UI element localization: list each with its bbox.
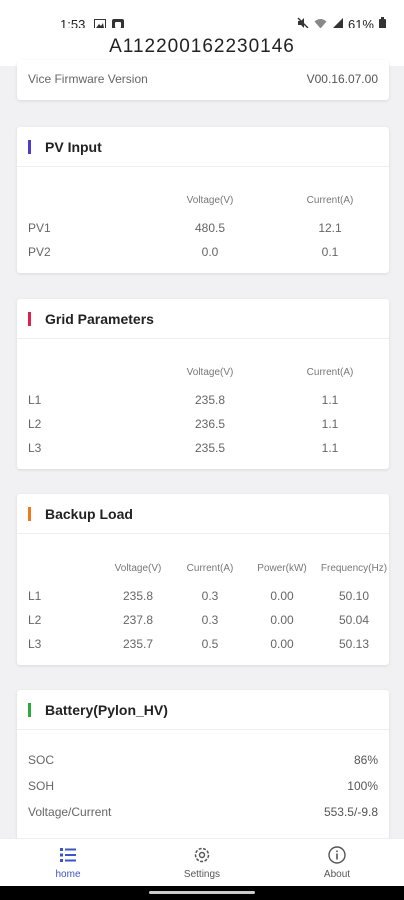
firmware-label: Vice Firmware Version [28, 72, 148, 86]
current-value: 0.3 [201, 613, 219, 627]
voltage-value: 237.8 [122, 613, 154, 627]
voltage-value: 236.5 [194, 417, 226, 431]
backup-current-header: Current(A) [186, 563, 234, 574]
pv-input-title: PV Input [45, 138, 102, 155]
voltage-value: 235.8 [122, 589, 154, 603]
soh-value: 100% [347, 779, 378, 793]
frequency-value: 50.04 [338, 613, 370, 627]
battery-icon [379, 17, 386, 32]
power-value: 0.00 [270, 613, 294, 627]
current-value: 1.1 [321, 417, 339, 431]
soh-label: SOH [28, 779, 55, 793]
voltage-value: 235.7 [122, 637, 154, 651]
pv-current-header: Current(A) [306, 195, 354, 206]
grid-parameters-card: Grid Parameters Voltage(V) Current(A) L1… [17, 299, 389, 469]
backup-frequency-header: Frequency(Hz) [320, 563, 388, 574]
device-serial-header: A112200162230146 [0, 28, 404, 66]
voltage-current-label: Voltage/Current [28, 805, 112, 819]
row-label: PV2 [28, 245, 51, 259]
list-icon [28, 845, 108, 867]
pv-input-header: PV Input [17, 127, 389, 167]
grid-parameters-header: Grid Parameters [17, 299, 389, 339]
battery-accent-bar [28, 702, 31, 717]
row-label: L3 [28, 637, 42, 651]
battery-header: Battery(Pylon_HV) [17, 690, 389, 730]
current-value: 1.1 [321, 393, 339, 407]
gear-icon [162, 845, 242, 867]
pv-input-accent-bar [28, 139, 31, 154]
current-value: 0.5 [201, 637, 219, 651]
tab-settings-label: Settings [183, 869, 221, 880]
wifi-icon [314, 17, 327, 32]
row-label: L2 [28, 417, 42, 431]
grid-parameters-title: Grid Parameters [45, 310, 154, 327]
frequency-value: 50.10 [338, 589, 370, 603]
tab-settings[interactable]: Settings [162, 845, 242, 880]
tab-home-label: home [55, 869, 81, 880]
tab-about[interactable]: About [297, 845, 377, 880]
voltage-value: 0.0 [201, 245, 219, 259]
soc-value: 86% [353, 753, 378, 767]
tab-about-label: About [323, 869, 351, 880]
row-label: L1 [28, 393, 42, 407]
backup-load-card: Backup Load Voltage(V) Current(A) Power(… [17, 494, 389, 665]
backup-voltage-header: Voltage(V) [114, 563, 162, 574]
pv-input-card: PV Input Voltage(V) Current(A) PV1 480.5… [17, 127, 389, 273]
voltage-value: 480.5 [194, 221, 226, 235]
grid-current-header: Current(A) [306, 367, 354, 378]
pv-voltage-header: Voltage(V) [186, 195, 234, 206]
info-icon [297, 845, 377, 867]
current-value: 0.1 [321, 245, 339, 259]
current-value: 1.1 [321, 441, 339, 455]
backup-power-header: Power(kW) [257, 563, 307, 574]
row-label: L1 [28, 589, 42, 603]
row-label: L2 [28, 613, 42, 627]
mute-icon [297, 17, 309, 32]
battery-card: Battery(Pylon_HV) SOC 86% SOH 100% Volta… [17, 690, 389, 850]
grid-voltage-header: Voltage(V) [186, 367, 234, 378]
home-gesture-handle[interactable] [149, 891, 255, 894]
voltage-value: 235.5 [194, 441, 226, 455]
frequency-value: 50.13 [338, 637, 370, 651]
current-value: 0.3 [201, 589, 219, 603]
firmware-value: V00.16.07.00 [306, 72, 378, 86]
power-value: 0.00 [270, 589, 294, 603]
backup-load-title: Backup Load [45, 505, 133, 522]
row-label: L3 [28, 441, 42, 455]
signal-icon [331, 17, 343, 32]
backup-accent-bar [28, 506, 31, 521]
backup-load-header: Backup Load [17, 494, 389, 534]
bottom-tab-bar: home Settings About [0, 838, 404, 886]
battery-title: Battery(Pylon_HV) [45, 701, 168, 718]
voltage-value: 235.8 [194, 393, 226, 407]
soc-label: SOC [28, 753, 55, 767]
voltage-current-value: 553.5/-9.8 [323, 805, 378, 819]
current-value: 12.1 [318, 221, 342, 235]
firmware-card: Vice Firmware Version V00.16.07.00 [17, 60, 389, 100]
tab-home[interactable]: home [28, 845, 108, 880]
grid-accent-bar [28, 311, 31, 326]
system-nav-bar [0, 886, 404, 900]
row-label: PV1 [28, 221, 51, 235]
power-value: 0.00 [270, 637, 294, 651]
status-bar: 1:53 61% [0, 0, 404, 32]
device-serial-title: A112200162230146 [109, 36, 295, 57]
